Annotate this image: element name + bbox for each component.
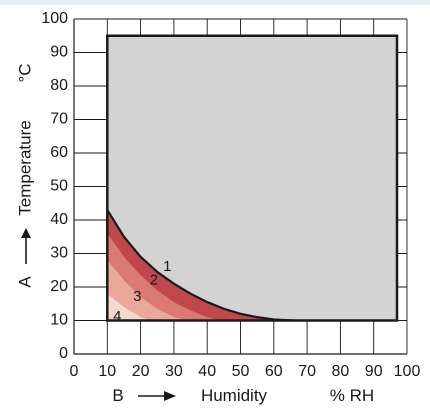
zone-3-label: 3 xyxy=(133,288,141,305)
y-tick-label: 50 xyxy=(50,178,68,195)
zone-1-label: 1 xyxy=(163,258,171,275)
x-axis-label: Humidity xyxy=(201,386,268,405)
y-tick-label: 30 xyxy=(50,245,68,262)
y-tick-label: 0 xyxy=(59,345,68,362)
x-tick-label: 60 xyxy=(265,363,283,380)
x-tick-label: 0 xyxy=(70,363,79,380)
x-tick-labels: 0 10 20 30 40 50 60 70 80 90 100 xyxy=(70,363,421,380)
x-tick-label: 80 xyxy=(332,363,350,380)
x-axis-letter: B xyxy=(112,386,123,405)
y-tick-labels: 0 10 20 30 40 50 60 70 80 90 100 xyxy=(41,10,68,362)
y-tick-label: 80 xyxy=(50,77,68,94)
y-axis-arrow-icon xyxy=(21,228,31,238)
y-tick-label: 10 xyxy=(50,312,68,329)
y-axis-label: Temperature xyxy=(15,120,34,215)
y-tick-label: 60 xyxy=(50,144,68,161)
y-axis-letter: A xyxy=(15,276,34,288)
x-axis-arrow-icon xyxy=(164,391,176,401)
zone-2-label: 2 xyxy=(150,271,158,288)
x-tick-label: 70 xyxy=(298,363,316,380)
x-axis-unit: % RH xyxy=(330,386,374,405)
x-tick-label: 50 xyxy=(232,363,250,380)
y-tick-label: 70 xyxy=(50,111,68,128)
y-axis-title: A Temperature °C xyxy=(15,63,34,287)
x-tick-label: 20 xyxy=(132,363,150,380)
y-tick-label: 40 xyxy=(50,211,68,228)
x-tick-label: 10 xyxy=(98,363,116,380)
y-tick-label: 90 xyxy=(50,44,68,61)
zone-4-label: 4 xyxy=(113,308,121,325)
y-tick-label: 100 xyxy=(41,10,68,27)
x-tick-label: 40 xyxy=(198,363,216,380)
x-tick-label: 100 xyxy=(394,363,421,380)
x-tick-label: 30 xyxy=(165,363,183,380)
x-axis-title: B Humidity % RH xyxy=(112,386,374,405)
y-axis-unit: °C xyxy=(15,63,34,82)
y-tick-label: 20 xyxy=(50,278,68,295)
x-tick-label: 90 xyxy=(365,363,383,380)
